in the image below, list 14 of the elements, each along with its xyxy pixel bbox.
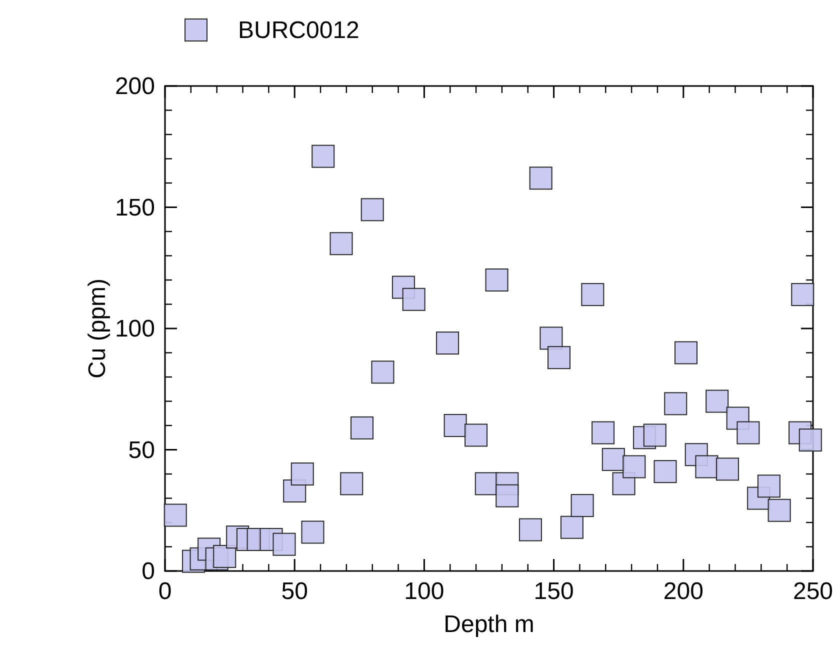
- x-tick-label: 250: [792, 578, 834, 605]
- x-tick-label: 100: [404, 578, 444, 605]
- x-axis-title: Depth m: [444, 611, 534, 638]
- y-tick-label: 150: [114, 194, 155, 222]
- x-tick-label: 150: [534, 578, 574, 605]
- y-axis-title: Cu (ppm): [84, 278, 111, 379]
- y-tick-label: 100: [114, 316, 155, 342]
- x-tick-label: 200: [663, 578, 704, 605]
- y-tick-label: 50: [128, 436, 155, 464]
- y-tick-label: 200: [114, 73, 155, 100]
- x-tick-label: 0: [158, 578, 172, 605]
- y-tick-label: 0: [142, 558, 155, 585]
- legend-label: BURC0012: [238, 17, 360, 44]
- x-tick-label: 50: [281, 578, 308, 605]
